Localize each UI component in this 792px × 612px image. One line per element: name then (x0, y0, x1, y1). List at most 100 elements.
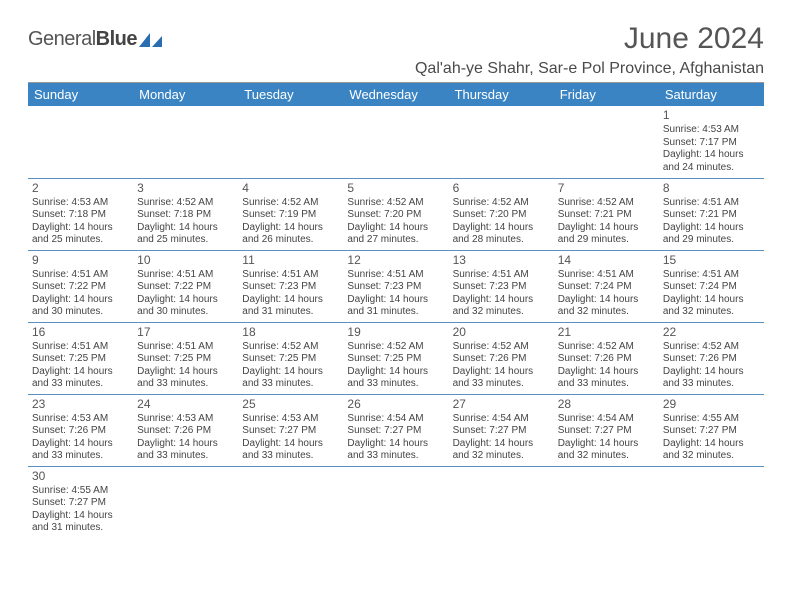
day-number: 30 (32, 469, 129, 484)
daylight-line: Daylight: 14 hours and 30 minutes. (32, 294, 129, 319)
calendar-cell-empty (449, 466, 554, 538)
sunrise-line: Sunrise: 4:54 AM (558, 413, 655, 426)
month-title: June 2024 (415, 22, 764, 56)
sunrise-line: Sunrise: 4:52 AM (347, 341, 444, 354)
sunrise-line: Sunrise: 4:52 AM (137, 197, 234, 210)
sunset-line: Sunset: 7:27 PM (242, 425, 339, 438)
calendar-cell: 1Sunrise: 4:53 AMSunset: 7:17 PMDaylight… (659, 106, 764, 178)
calendar-cell-empty (554, 466, 659, 538)
sunrise-line: Sunrise: 4:51 AM (32, 341, 129, 354)
calendar-cell-empty (343, 466, 448, 538)
daylight-line: Daylight: 14 hours and 32 minutes. (453, 294, 550, 319)
calendar-row: 9Sunrise: 4:51 AMSunset: 7:22 PMDaylight… (28, 250, 764, 322)
sunrise-line: Sunrise: 4:55 AM (663, 413, 760, 426)
day-header: Saturday (659, 83, 764, 106)
day-header: Monday (133, 83, 238, 106)
calendar-cell: 15Sunrise: 4:51 AMSunset: 7:24 PMDayligh… (659, 250, 764, 322)
sunrise-line: Sunrise: 4:51 AM (663, 197, 760, 210)
day-number: 24 (137, 397, 234, 412)
daylight-line: Daylight: 14 hours and 32 minutes. (453, 438, 550, 463)
calendar-cell: 3Sunrise: 4:52 AMSunset: 7:18 PMDaylight… (133, 178, 238, 250)
header: GeneralBlue June 2024 Qal'ah-ye Shahr, S… (28, 22, 764, 78)
day-number: 20 (453, 325, 550, 340)
sunrise-line: Sunrise: 4:51 AM (137, 341, 234, 354)
calendar-cell-empty (449, 106, 554, 178)
sunrise-line: Sunrise: 4:51 AM (137, 269, 234, 282)
sunset-line: Sunset: 7:18 PM (137, 209, 234, 222)
daylight-line: Daylight: 14 hours and 33 minutes. (347, 438, 444, 463)
calendar-cell: 8Sunrise: 4:51 AMSunset: 7:21 PMDaylight… (659, 178, 764, 250)
daylight-line: Daylight: 14 hours and 26 minutes. (242, 222, 339, 247)
sunset-line: Sunset: 7:26 PM (32, 425, 129, 438)
daylight-line: Daylight: 14 hours and 33 minutes. (663, 366, 760, 391)
calendar-cell: 10Sunrise: 4:51 AMSunset: 7:22 PMDayligh… (133, 250, 238, 322)
calendar-cell: 13Sunrise: 4:51 AMSunset: 7:23 PMDayligh… (449, 250, 554, 322)
calendar-cell: 22Sunrise: 4:52 AMSunset: 7:26 PMDayligh… (659, 322, 764, 394)
daylight-line: Daylight: 14 hours and 29 minutes. (558, 222, 655, 247)
sunset-line: Sunset: 7:27 PM (347, 425, 444, 438)
sunrise-line: Sunrise: 4:51 AM (242, 269, 339, 282)
calendar-row: 30Sunrise: 4:55 AMSunset: 7:27 PMDayligh… (28, 466, 764, 538)
sunset-line: Sunset: 7:17 PM (663, 137, 760, 150)
sunset-line: Sunset: 7:25 PM (32, 353, 129, 366)
calendar-cell: 20Sunrise: 4:52 AMSunset: 7:26 PMDayligh… (449, 322, 554, 394)
calendar-cell: 6Sunrise: 4:52 AMSunset: 7:20 PMDaylight… (449, 178, 554, 250)
daylight-line: Daylight: 14 hours and 33 minutes. (558, 366, 655, 391)
day-header: Friday (554, 83, 659, 106)
sunset-line: Sunset: 7:25 PM (242, 353, 339, 366)
daylight-line: Daylight: 14 hours and 33 minutes. (137, 366, 234, 391)
sunrise-line: Sunrise: 4:51 AM (453, 269, 550, 282)
day-number: 7 (558, 181, 655, 196)
calendar-cell: 14Sunrise: 4:51 AMSunset: 7:24 PMDayligh… (554, 250, 659, 322)
calendar-cell: 25Sunrise: 4:53 AMSunset: 7:27 PMDayligh… (238, 394, 343, 466)
sunset-line: Sunset: 7:26 PM (663, 353, 760, 366)
daylight-line: Daylight: 14 hours and 32 minutes. (558, 294, 655, 319)
day-number: 8 (663, 181, 760, 196)
sunset-line: Sunset: 7:25 PM (347, 353, 444, 366)
brand-logo: GeneralBlue (28, 22, 165, 51)
sunset-line: Sunset: 7:27 PM (558, 425, 655, 438)
calendar-page: GeneralBlue June 2024 Qal'ah-ye Shahr, S… (0, 0, 792, 538)
calendar-cell: 7Sunrise: 4:52 AMSunset: 7:21 PMDaylight… (554, 178, 659, 250)
day-number: 11 (242, 253, 339, 268)
calendar-cell: 5Sunrise: 4:52 AMSunset: 7:20 PMDaylight… (343, 178, 448, 250)
calendar-cell: 16Sunrise: 4:51 AMSunset: 7:25 PMDayligh… (28, 322, 133, 394)
calendar-cell: 19Sunrise: 4:52 AMSunset: 7:25 PMDayligh… (343, 322, 448, 394)
calendar-row: 23Sunrise: 4:53 AMSunset: 7:26 PMDayligh… (28, 394, 764, 466)
day-number: 22 (663, 325, 760, 340)
day-header: Tuesday (238, 83, 343, 106)
daylight-line: Daylight: 14 hours and 32 minutes. (663, 438, 760, 463)
sunset-line: Sunset: 7:22 PM (137, 281, 234, 294)
sunset-line: Sunset: 7:25 PM (137, 353, 234, 366)
sunset-line: Sunset: 7:26 PM (558, 353, 655, 366)
calendar-cell: 21Sunrise: 4:52 AMSunset: 7:26 PMDayligh… (554, 322, 659, 394)
day-number: 14 (558, 253, 655, 268)
sunset-line: Sunset: 7:20 PM (453, 209, 550, 222)
calendar-cell-empty (238, 106, 343, 178)
sunrise-line: Sunrise: 4:51 AM (558, 269, 655, 282)
calendar-cell: 18Sunrise: 4:52 AMSunset: 7:25 PMDayligh… (238, 322, 343, 394)
calendar-cell-empty (659, 466, 764, 538)
day-number: 25 (242, 397, 339, 412)
day-number: 26 (347, 397, 444, 412)
calendar-header-row: SundayMondayTuesdayWednesdayThursdayFrid… (28, 83, 764, 106)
daylight-line: Daylight: 14 hours and 24 minutes. (663, 149, 760, 174)
sunrise-line: Sunrise: 4:54 AM (453, 413, 550, 426)
sunrise-line: Sunrise: 4:53 AM (663, 124, 760, 137)
daylight-line: Daylight: 14 hours and 33 minutes. (242, 438, 339, 463)
day-number: 16 (32, 325, 129, 340)
daylight-line: Daylight: 14 hours and 29 minutes. (663, 222, 760, 247)
sunset-line: Sunset: 7:26 PM (453, 353, 550, 366)
sunset-line: Sunset: 7:22 PM (32, 281, 129, 294)
sunset-line: Sunset: 7:26 PM (137, 425, 234, 438)
sunset-line: Sunset: 7:18 PM (32, 209, 129, 222)
daylight-line: Daylight: 14 hours and 27 minutes. (347, 222, 444, 247)
day-number: 27 (453, 397, 550, 412)
sunrise-line: Sunrise: 4:55 AM (32, 485, 129, 498)
calendar-cell: 28Sunrise: 4:54 AMSunset: 7:27 PMDayligh… (554, 394, 659, 466)
calendar-table: SundayMondayTuesdayWednesdayThursdayFrid… (28, 83, 764, 538)
brand-word2: Blue (96, 28, 137, 50)
sunrise-line: Sunrise: 4:51 AM (663, 269, 760, 282)
calendar-cell: 23Sunrise: 4:53 AMSunset: 7:26 PMDayligh… (28, 394, 133, 466)
sunrise-line: Sunrise: 4:51 AM (347, 269, 444, 282)
